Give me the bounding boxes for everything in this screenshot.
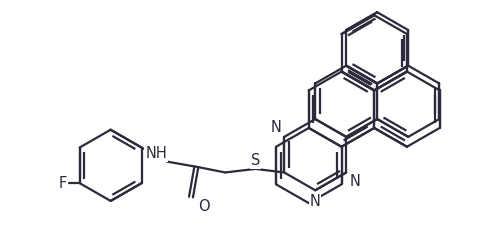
Text: O: O [197, 199, 209, 214]
Text: N: N [309, 194, 320, 209]
Text: F: F [59, 176, 67, 191]
Text: N: N [270, 120, 281, 135]
Text: N: N [348, 175, 359, 189]
Text: S: S [250, 153, 260, 168]
Text: NH: NH [145, 146, 166, 161]
